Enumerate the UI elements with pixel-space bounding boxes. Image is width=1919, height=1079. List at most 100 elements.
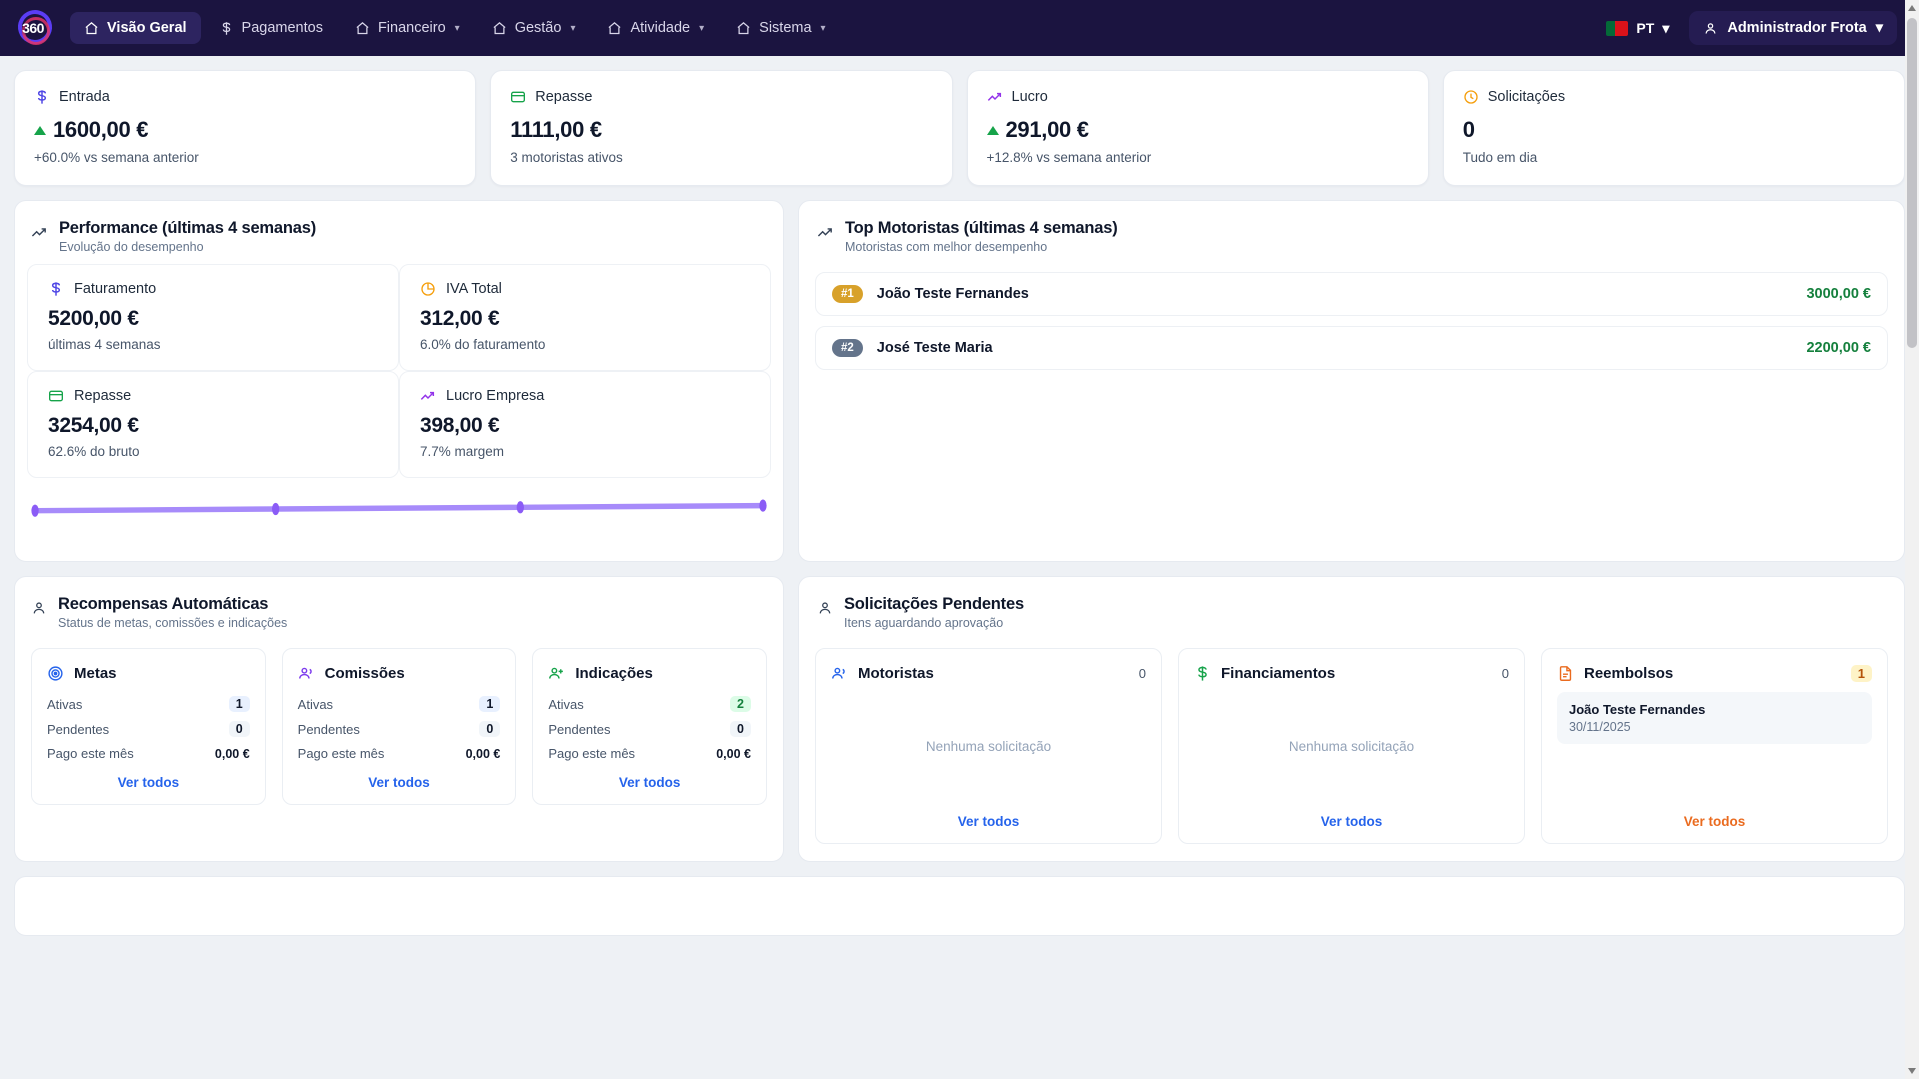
nav-label: Sistema: [759, 20, 812, 36]
chevron-down-icon: ▾: [1662, 19, 1670, 36]
pending-count: 0: [1501, 666, 1509, 681]
kpi-label: Entrada: [59, 89, 110, 105]
card-icon: [48, 388, 64, 404]
document-icon: [1557, 665, 1574, 682]
top-navbar: 360 Visão Geral Pagamentos Financeiro ▾ …: [0, 0, 1919, 56]
nav-item-financeiro[interactable]: Financeiro ▾: [341, 12, 474, 44]
panel-subtitle: Status de metas, comissões e indicações: [58, 616, 288, 630]
table-row[interactable]: #2 José Teste Maria 2200,00 €: [815, 326, 1888, 370]
reward-row: Pendentes 0: [548, 721, 751, 737]
dollar-icon: [1194, 665, 1211, 682]
kpi-value-wrap: 1600,00 €: [34, 117, 456, 143]
perf-metric-label: IVA Total: [446, 281, 502, 297]
reward-row-label: Ativas: [548, 696, 584, 712]
pie-icon: [420, 281, 436, 297]
kpi-row: Entrada 1600,00 € +60.0% vs semana anter…: [14, 70, 1905, 186]
top-drivers-panel: Top Motoristas (últimas 4 semanas) Motor…: [798, 200, 1905, 562]
dollar-icon: [219, 21, 234, 36]
panel-title: Performance (últimas 4 semanas): [59, 219, 316, 237]
driver-amount: 2200,00 €: [1806, 340, 1871, 356]
spacer: [1557, 744, 1872, 800]
scroll-down-icon[interactable]: [1908, 1068, 1916, 1074]
kpi-value-wrap: 0: [1463, 117, 1885, 143]
perf-metric-value: 5200,00 €: [48, 307, 139, 330]
perf-metric-sub: últimas 4 semanas: [48, 337, 161, 352]
nav-item-pagamentos[interactable]: Pagamentos: [205, 12, 337, 44]
perf-metric-label: Lucro Empresa: [446, 388, 545, 404]
mid-row: Performance (últimas 4 semanas) Evolução…: [14, 200, 1905, 562]
pending-requests-panel: Solicitações Pendentes Itens aguardando …: [798, 576, 1905, 862]
panel-subtitle: Motoristas com melhor desempenho: [845, 240, 1048, 254]
user-menu-button[interactable]: Administrador Frota ▾: [1689, 11, 1897, 45]
perf-metric-label: Repasse: [74, 388, 132, 404]
ver-todos-link[interactable]: Ver todos: [1683, 814, 1746, 829]
rank-badge: #1: [832, 285, 863, 303]
portugal-flag-icon: [1606, 20, 1629, 36]
panel-title: Recompensas Automáticas: [58, 595, 269, 613]
nav-label: Visão Geral: [107, 20, 187, 36]
panel-subtitle: Evolução do desempenho: [59, 240, 204, 254]
nav-item-sistema[interactable]: Sistema ▾: [722, 12, 839, 44]
ver-todos-link[interactable]: Ver todos: [957, 814, 1020, 829]
reward-row-label: Pendentes: [548, 721, 611, 737]
nav-item-visao-geral[interactable]: Visão Geral: [70, 12, 201, 44]
nav-item-gestao[interactable]: Gestão ▾: [478, 12, 590, 44]
pending-card-title: Reembolsos: [1584, 665, 1674, 682]
reward-row: Ativas 1: [298, 696, 501, 712]
ver-todos-link[interactable]: Ver todos: [117, 775, 180, 790]
reward-row-label: Pago este mês: [297, 746, 385, 761]
ver-todos-link[interactable]: Ver todos: [368, 775, 430, 790]
kpi-value-wrap: 291,00 €: [986, 117, 1409, 143]
home-icon: [736, 21, 751, 36]
reward-row: Pendentes 0: [298, 721, 501, 737]
pending-card-header: Motoristas 0: [831, 665, 1146, 682]
top-drivers-list: #1 João Teste Fernandes 3000,00 € #2 Jos…: [799, 264, 1904, 388]
kpi-subtext: +60.0% vs semana anterior: [34, 150, 199, 165]
reward-row-value: 0: [228, 721, 250, 737]
app-logo[interactable]: 360: [10, 5, 57, 50]
reward-card-indicacoes: Indicações Ativas 2 Pendentes 0 Pago est…: [532, 648, 767, 805]
perf-metric-value: 3254,00 €: [48, 414, 139, 437]
reward-card-title: Metas: [74, 665, 117, 682]
panel-subtitle: Itens aguardando aprovação: [844, 616, 1004, 630]
reward-row-value: 0: [479, 721, 501, 737]
list-item[interactable]: João Teste Fernandes 30/11/2025: [1557, 692, 1872, 744]
table-row[interactable]: #1 João Teste Fernandes 3000,00 €: [815, 272, 1888, 316]
user-icon: [31, 600, 47, 616]
kpi-value: 1111,00 €: [510, 117, 602, 142]
kpi-value-wrap: 1111,00 €: [510, 117, 932, 143]
rank-badge: #2: [832, 339, 863, 357]
kpi-label: Lucro: [1011, 89, 1048, 105]
card-icon: [510, 89, 526, 105]
rewards-header: Recompensas Automáticas Status de metas,…: [15, 577, 783, 640]
reward-card-comissoes: Comissões Ativas 1 Pendentes 0 Pago este…: [281, 648, 517, 805]
scrollbar-thumb[interactable]: [1907, 18, 1917, 348]
dollar-icon: [48, 281, 64, 297]
reward-row: Pago este mês 0,00 €: [548, 746, 751, 761]
user-icon: [817, 600, 833, 616]
reward-row-value: 0: [730, 721, 751, 737]
ver-todos-link[interactable]: Ver todos: [1320, 814, 1383, 829]
reward-row-label: Pago este mês: [47, 746, 134, 761]
kpi-card-entrada: Entrada 1600,00 € +60.0% vs semana anter…: [14, 70, 477, 186]
logo-text: 360: [22, 20, 44, 36]
rewards-grid: Metas Ativas 1 Pendentes 0 Pago este mês…: [15, 640, 783, 827]
ver-todos-link[interactable]: Ver todos: [618, 775, 681, 790]
perf-metric-header: Repasse: [48, 388, 378, 404]
scroll-up-icon[interactable]: [1908, 5, 1916, 11]
reward-row-label: Pendentes: [47, 721, 110, 737]
page-scrollbar[interactable]: [1905, 0, 1919, 1079]
perf-metric-sub: 7.7% margem: [420, 444, 505, 459]
performance-metrics-grid: Faturamento 5200,00 € últimas 4 semanas …: [15, 264, 783, 478]
kpi-value: 0: [1462, 117, 1475, 142]
nav-label: Atividade: [630, 20, 691, 36]
nav-label: Gestão: [514, 20, 562, 36]
nav-item-atividade[interactable]: Atividade ▾: [593, 12, 718, 44]
language-selector[interactable]: PT ▾: [1596, 13, 1679, 44]
top-drivers-header: Top Motoristas (últimas 4 semanas) Motor…: [799, 201, 1904, 264]
performance-sparkline-chart: [31, 499, 767, 517]
nav-right: PT ▾ Administrador Frota ▾: [1596, 11, 1897, 45]
reward-row: Pago este mês 0,00 €: [47, 746, 250, 761]
request-name: João Teste Fernandes: [1569, 702, 1706, 717]
user-icon: [1703, 21, 1718, 36]
